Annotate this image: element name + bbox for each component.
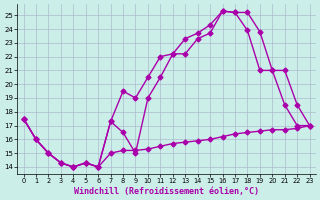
- X-axis label: Windchill (Refroidissement éolien,°C): Windchill (Refroidissement éolien,°C): [74, 187, 259, 196]
